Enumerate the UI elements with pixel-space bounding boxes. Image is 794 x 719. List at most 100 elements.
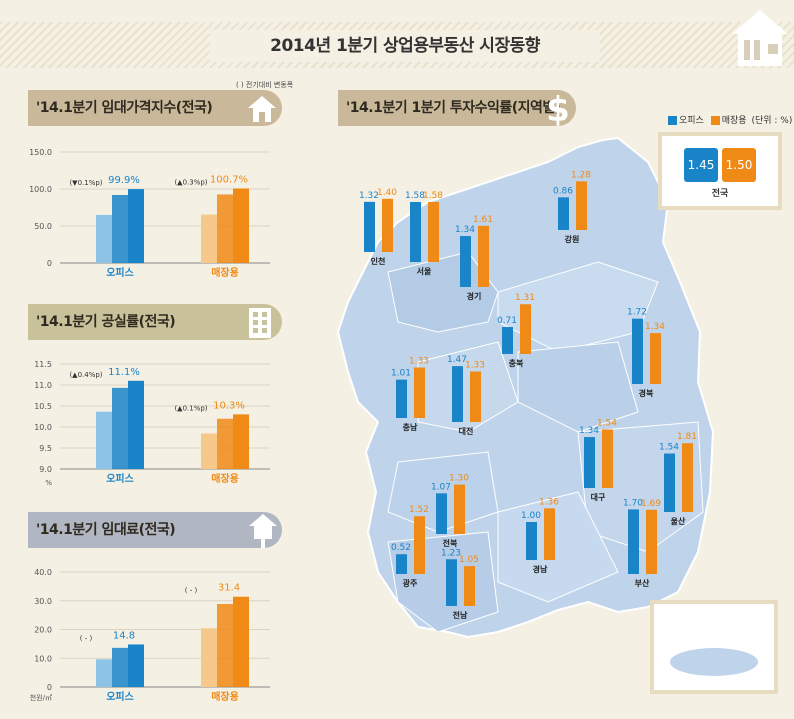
bar-office-충북	[502, 327, 513, 354]
category-label: 매장용	[211, 266, 239, 279]
dollar-icon: $	[540, 90, 576, 128]
jeju-box	[650, 600, 778, 694]
value-retail-울산: 1.81	[677, 432, 697, 442]
value-office-울산: 1.54	[659, 442, 679, 452]
value-retail-대전: 1.33	[465, 360, 485, 370]
category-label: 매장용	[211, 472, 239, 485]
bar-retail-부산	[646, 510, 657, 574]
legend: 오피스 매장용 (단위 : %)	[668, 113, 792, 126]
bar-office-충남	[396, 380, 407, 418]
bar-retail-전북	[454, 485, 465, 534]
y-tick-label: 20.0	[34, 626, 52, 635]
bar-office-전북	[436, 493, 447, 534]
bar-retail-대전	[470, 371, 481, 422]
region-label: 대구	[591, 492, 606, 502]
bar-retail-경북	[650, 333, 661, 384]
value-office-충북: 0.71	[497, 316, 517, 326]
y-tick-label: 0	[47, 259, 52, 268]
bar-오피스	[112, 195, 128, 263]
region-label: 울산	[671, 516, 686, 526]
bar-오피스	[96, 659, 112, 687]
value-retail-강원: 1.28	[571, 170, 591, 180]
bar-office-부산	[628, 509, 639, 574]
value-retail-광주: 1.52	[409, 505, 429, 515]
y-tick-label: 9.0	[39, 465, 52, 474]
bar-retail-경남	[544, 508, 555, 560]
value-retail-전남: 1.05	[459, 555, 479, 565]
bar-office-인천	[364, 202, 375, 252]
rent-chart: 0 10.0 20.0 30.0 40.0 천원/㎡ 14.8 ( - ) 오피스 31.4 ( -…	[10, 562, 280, 702]
value-retail-경북: 1.34	[645, 322, 665, 332]
page-title: 2014년 1분기 상업용부동산 시장동향	[210, 30, 600, 62]
bar-office-광주	[396, 554, 407, 574]
region-label: 부산	[635, 578, 650, 588]
value-office-강원: 0.86	[553, 186, 573, 196]
y-unit: %	[45, 479, 52, 487]
value-office-충남: 1.01	[391, 369, 411, 379]
bar-오피스	[112, 648, 128, 687]
region-label: 대전	[459, 426, 474, 436]
category-label: 오피스	[106, 266, 134, 279]
legend-retail-swatch	[711, 116, 720, 125]
value-retail-전북: 1.30	[449, 474, 469, 484]
legend-unit: (단위 : %)	[751, 116, 792, 126]
region-label: 충남	[403, 422, 418, 432]
region-label: 전북	[443, 538, 458, 548]
y-tick-label: 0	[47, 683, 52, 692]
region-label: 경기	[467, 291, 482, 301]
bar-매장용	[201, 628, 217, 687]
change-label: ( - )	[185, 587, 198, 595]
house-icon-small	[246, 510, 280, 550]
y-tick-label: 10.0	[34, 654, 52, 663]
national-office-value: 1.45	[684, 148, 718, 182]
bar-오피스	[112, 388, 128, 469]
bar-office-전남	[446, 559, 457, 606]
bar-매장용	[233, 188, 249, 263]
change-note: ( ) 전기대비 변동폭	[236, 80, 293, 90]
y-tick-label: 50.0	[34, 222, 52, 231]
house-icon	[246, 92, 280, 126]
value-office-경북: 1.72	[627, 308, 647, 318]
bar-매장용	[217, 419, 233, 469]
value-retail-경기: 1.61	[473, 215, 493, 225]
data-label: 14.8	[113, 630, 135, 641]
value-office-전북: 1.07	[431, 482, 451, 492]
jeju-island	[654, 604, 774, 690]
region-label: 경북	[639, 388, 654, 398]
y-tick-label: 11.5	[34, 360, 52, 369]
bar-retail-전남	[464, 566, 475, 606]
value-retail-충북: 1.31	[515, 293, 535, 303]
bar-오피스	[96, 215, 112, 263]
bar-office-서울	[410, 202, 421, 262]
bar-office-대전	[452, 366, 463, 422]
region-label: 충북	[509, 358, 524, 368]
bar-retail-서울	[428, 202, 439, 262]
change-label: ( - )	[80, 634, 93, 642]
change-label: (▲0.1%p)	[174, 404, 207, 412]
value-office-경기: 1.34	[455, 225, 475, 235]
change-label: (▼0.1%p)	[69, 179, 102, 187]
bar-office-경북	[632, 319, 643, 384]
bar-retail-경기	[478, 226, 489, 287]
category-label: 오피스	[106, 690, 134, 702]
change-label: (▲0.4%p)	[69, 371, 102, 379]
bar-오피스	[128, 644, 144, 687]
bar-매장용	[201, 434, 217, 469]
y-tick-label: 10.5	[34, 402, 52, 411]
bar-매장용	[201, 215, 217, 263]
bar-retail-충남	[414, 367, 425, 418]
value-retail-서울: 1.58	[423, 191, 443, 201]
bar-오피스	[128, 381, 144, 469]
y-tick-label: 9.5	[39, 444, 52, 453]
value-retail-경남: 1.36	[539, 497, 559, 507]
bar-office-대구	[584, 437, 595, 488]
bar-매장용	[217, 604, 233, 687]
data-label: 31.4	[218, 583, 240, 594]
y-tick-label: 100.0	[29, 185, 52, 194]
bar-retail-대구	[602, 429, 613, 488]
rent-index-chart: 050.0100.0150.099.9%(▼0.1%p)오피스100.7%(▲0…	[10, 140, 280, 285]
region-label: 인천	[371, 256, 386, 266]
rent-index-title: '14.1분기 임대가격지수(전국)	[28, 90, 282, 126]
value-office-광주: 0.52	[391, 543, 411, 553]
legend-office-label: 오피스	[679, 116, 704, 126]
